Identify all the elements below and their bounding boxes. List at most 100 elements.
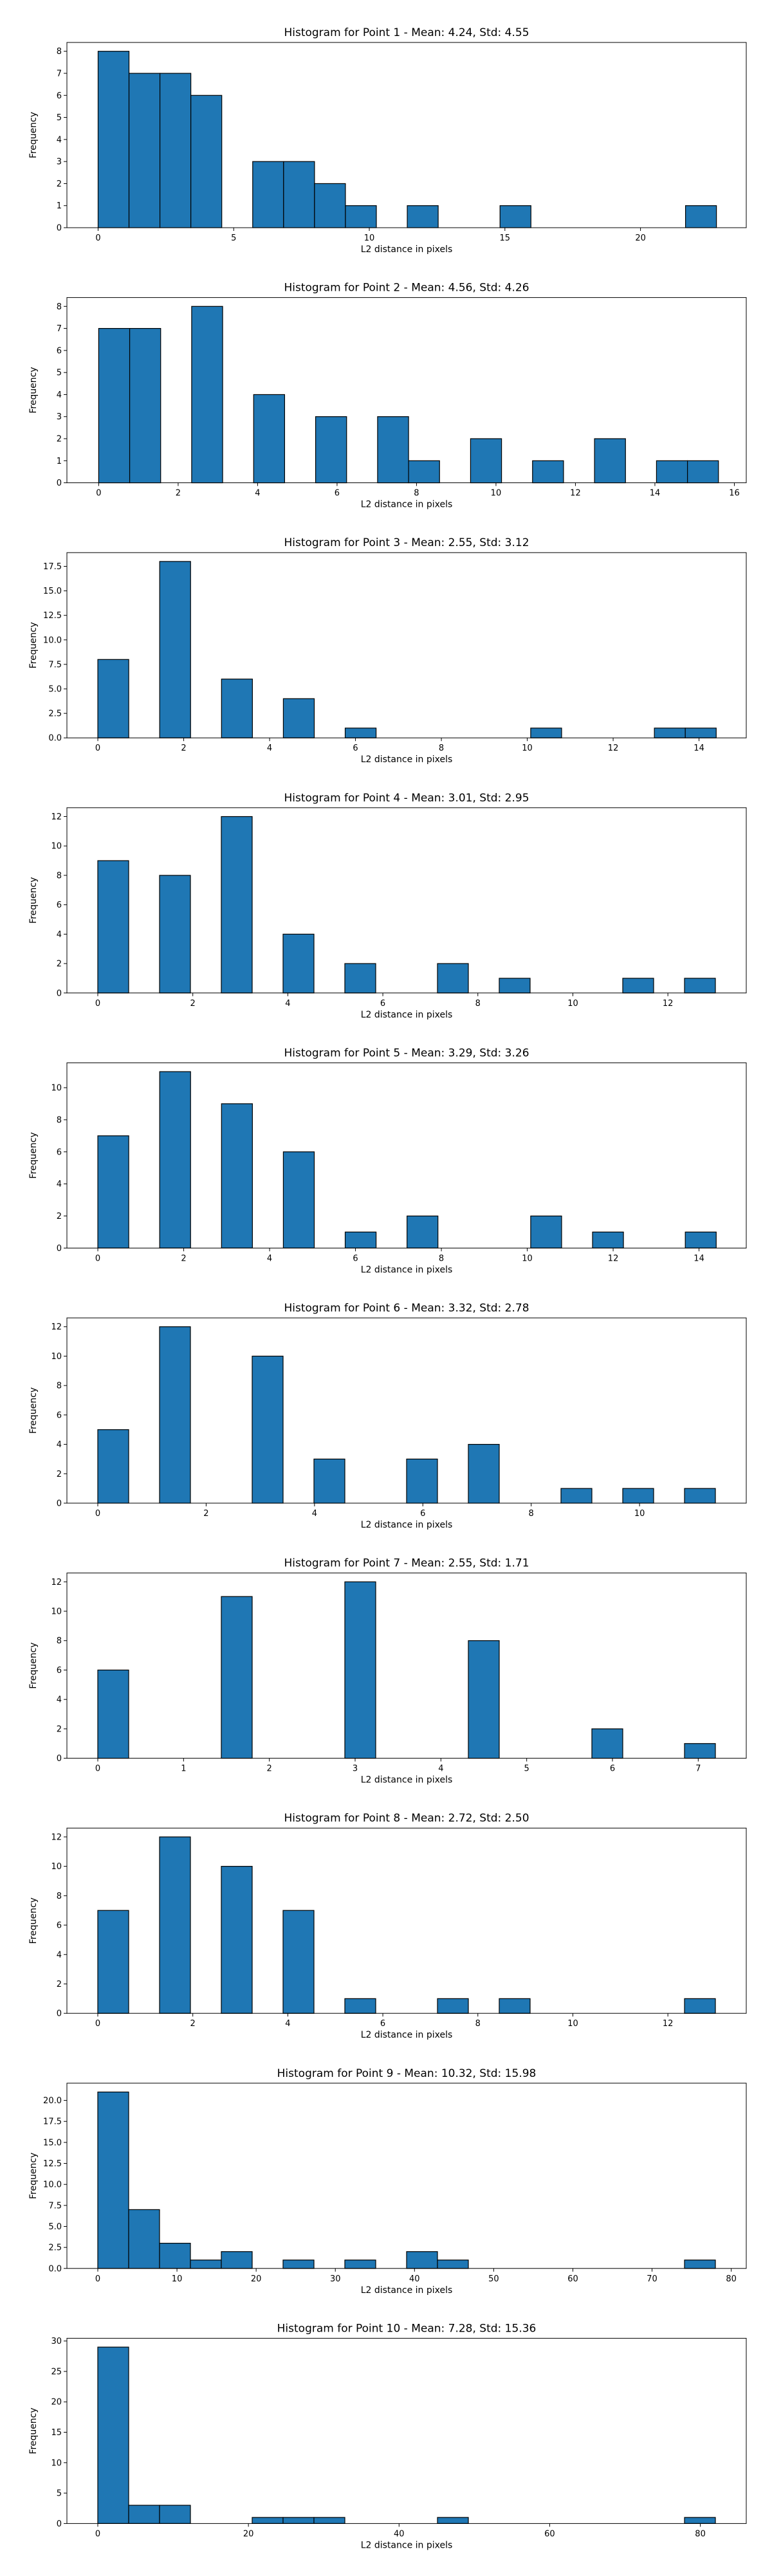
histogram-bar (159, 73, 192, 228)
x-tick-label: 20 (243, 2529, 254, 2539)
histogram-bar (684, 1488, 716, 1504)
histogram-bar (685, 205, 717, 228)
x-tick-label: 0 (95, 2019, 100, 2029)
histogram-bar (97, 1669, 129, 1759)
y-tick-label: 20 (51, 2398, 62, 2407)
histogram-bar (98, 328, 131, 484)
histogram-bar (622, 1488, 654, 1504)
histogram-panel-6: Histogram for Point 6 - Mean: 3.32, Std:… (28, 1302, 747, 1530)
y-tick-label: 3 (57, 412, 62, 422)
histogram-bar (97, 1429, 129, 1504)
histogram-bar (344, 1231, 377, 1249)
y-tick-label: 10.0 (43, 2180, 62, 2190)
histogram-bar (159, 1836, 191, 2014)
x-tick-label: 14 (650, 489, 661, 498)
y-tick-label: 12 (51, 812, 62, 822)
histogram-panel-1: Histogram for Point 1 - Mean: 4.24, Std:… (28, 26, 747, 255)
x-tick-label: 8 (439, 744, 444, 753)
x-tick-label: 8 (475, 2019, 481, 2029)
histogram-bar (470, 438, 502, 484)
x-tick-label: 0 (95, 2529, 100, 2539)
y-tick-label: 7 (57, 69, 62, 79)
histogram-bar (129, 328, 161, 484)
chart-title: Histogram for Point 7 - Mean: 2.55, Std:… (284, 1557, 529, 1570)
histogram-panel-8: Histogram for Point 8 - Mean: 2.72, Std:… (28, 1812, 747, 2040)
histogram-bar (252, 1355, 284, 1504)
y-tick-label: 5 (57, 369, 62, 378)
y-tick-label: 7.5 (48, 2201, 62, 2211)
histogram-bar (191, 306, 223, 484)
histogram-panel-3: Histogram for Point 3 - Mean: 2.55, Std:… (28, 536, 747, 765)
chart-title: Histogram for Point 5 - Mean: 3.29, Std:… (284, 1046, 529, 1059)
histogram-bar (190, 95, 223, 228)
y-tick-label: 2.5 (48, 709, 62, 719)
y-tick-label: 10 (51, 1607, 62, 1617)
histogram-bar (591, 1728, 623, 1759)
x-tick-label: 8 (439, 1254, 444, 1263)
x-tick-label: 20 (635, 233, 646, 243)
x-tick-label: 4 (312, 1509, 317, 1519)
x-axis-label: L2 distance in pixels (361, 1520, 453, 1530)
histogram-bar (532, 460, 564, 484)
x-axis-label: L2 distance in pixels (361, 500, 453, 510)
x-tick-label: 14 (694, 1254, 704, 1263)
histogram-bar (283, 161, 315, 228)
y-axis-label: Frequency (28, 112, 39, 158)
x-tick-label: 40 (394, 2529, 405, 2539)
histogram-bar (345, 205, 377, 228)
y-tick-label: 20.0 (43, 2096, 62, 2106)
y-tick-label: 8 (57, 47, 62, 57)
y-tick-label: 6 (57, 1921, 62, 1931)
x-tick-label: 8 (414, 489, 419, 498)
x-tick-label: 10 (491, 489, 502, 498)
x-tick-label: 2 (190, 999, 196, 1009)
x-tick-label: 10 (567, 999, 578, 1009)
y-tick-label: 0 (57, 989, 62, 998)
histogram-bar (313, 2517, 345, 2525)
x-tick-label: 8 (529, 1509, 534, 1519)
histogram-bar (437, 2517, 469, 2525)
y-tick-label: 5.0 (48, 685, 62, 695)
x-tick-label: 7 (695, 1764, 701, 1774)
histogram-panel-4: Histogram for Point 4 - Mean: 3.01, Std:… (28, 792, 747, 1020)
x-tick-label: 15 (500, 233, 511, 243)
x-tick-label: 6 (610, 1764, 615, 1774)
x-tick-label: 10 (522, 744, 533, 753)
y-tick-label: 10 (51, 1352, 62, 1362)
y-tick-label: 4 (57, 390, 62, 400)
x-tick-label: 2 (203, 1509, 208, 1519)
x-tick-label: 3 (353, 1764, 358, 1774)
histogram-bar (97, 1910, 129, 2014)
y-tick-label: 0 (57, 224, 62, 233)
histogram-bar (315, 416, 347, 484)
y-tick-label: 8 (57, 1636, 62, 1646)
histogram-panel-9: Histogram for Point 9 - Mean: 10.32, Std… (28, 2067, 747, 2296)
y-axis-label: Frequency (28, 1642, 39, 1688)
histogram-bar (314, 183, 346, 228)
x-tick-label: 30 (330, 2274, 341, 2284)
y-tick-label: 7 (57, 324, 62, 334)
y-axis-label: Frequency (28, 877, 39, 924)
x-tick-label: 14 (694, 744, 704, 753)
histogram-bar (530, 1215, 562, 1249)
histogram-bar (592, 1231, 624, 1249)
y-tick-label: 10 (51, 2458, 62, 2468)
y-tick-label: 0.0 (48, 2264, 62, 2274)
y-axis-label: Frequency (28, 622, 39, 668)
histogram-bar (408, 460, 440, 484)
histogram-bar (221, 1596, 253, 1759)
y-tick-label: 17.5 (43, 2117, 62, 2127)
y-tick-label: 15.0 (43, 587, 62, 596)
histogram-bar (159, 561, 191, 738)
histogram-bar (406, 1458, 438, 1504)
x-tick-label: 4 (267, 744, 272, 753)
y-tick-label: 2 (57, 1724, 62, 1734)
histogram-bar (221, 1103, 253, 1248)
y-tick-label: 0 (57, 1754, 62, 1764)
y-tick-label: 2.5 (48, 2243, 62, 2253)
y-tick-label: 6 (57, 346, 62, 356)
histogram-bar (407, 205, 439, 228)
histogram-bar (282, 1910, 315, 2014)
histogram-bar (282, 1151, 315, 1248)
x-tick-label: 6 (420, 1509, 425, 1519)
